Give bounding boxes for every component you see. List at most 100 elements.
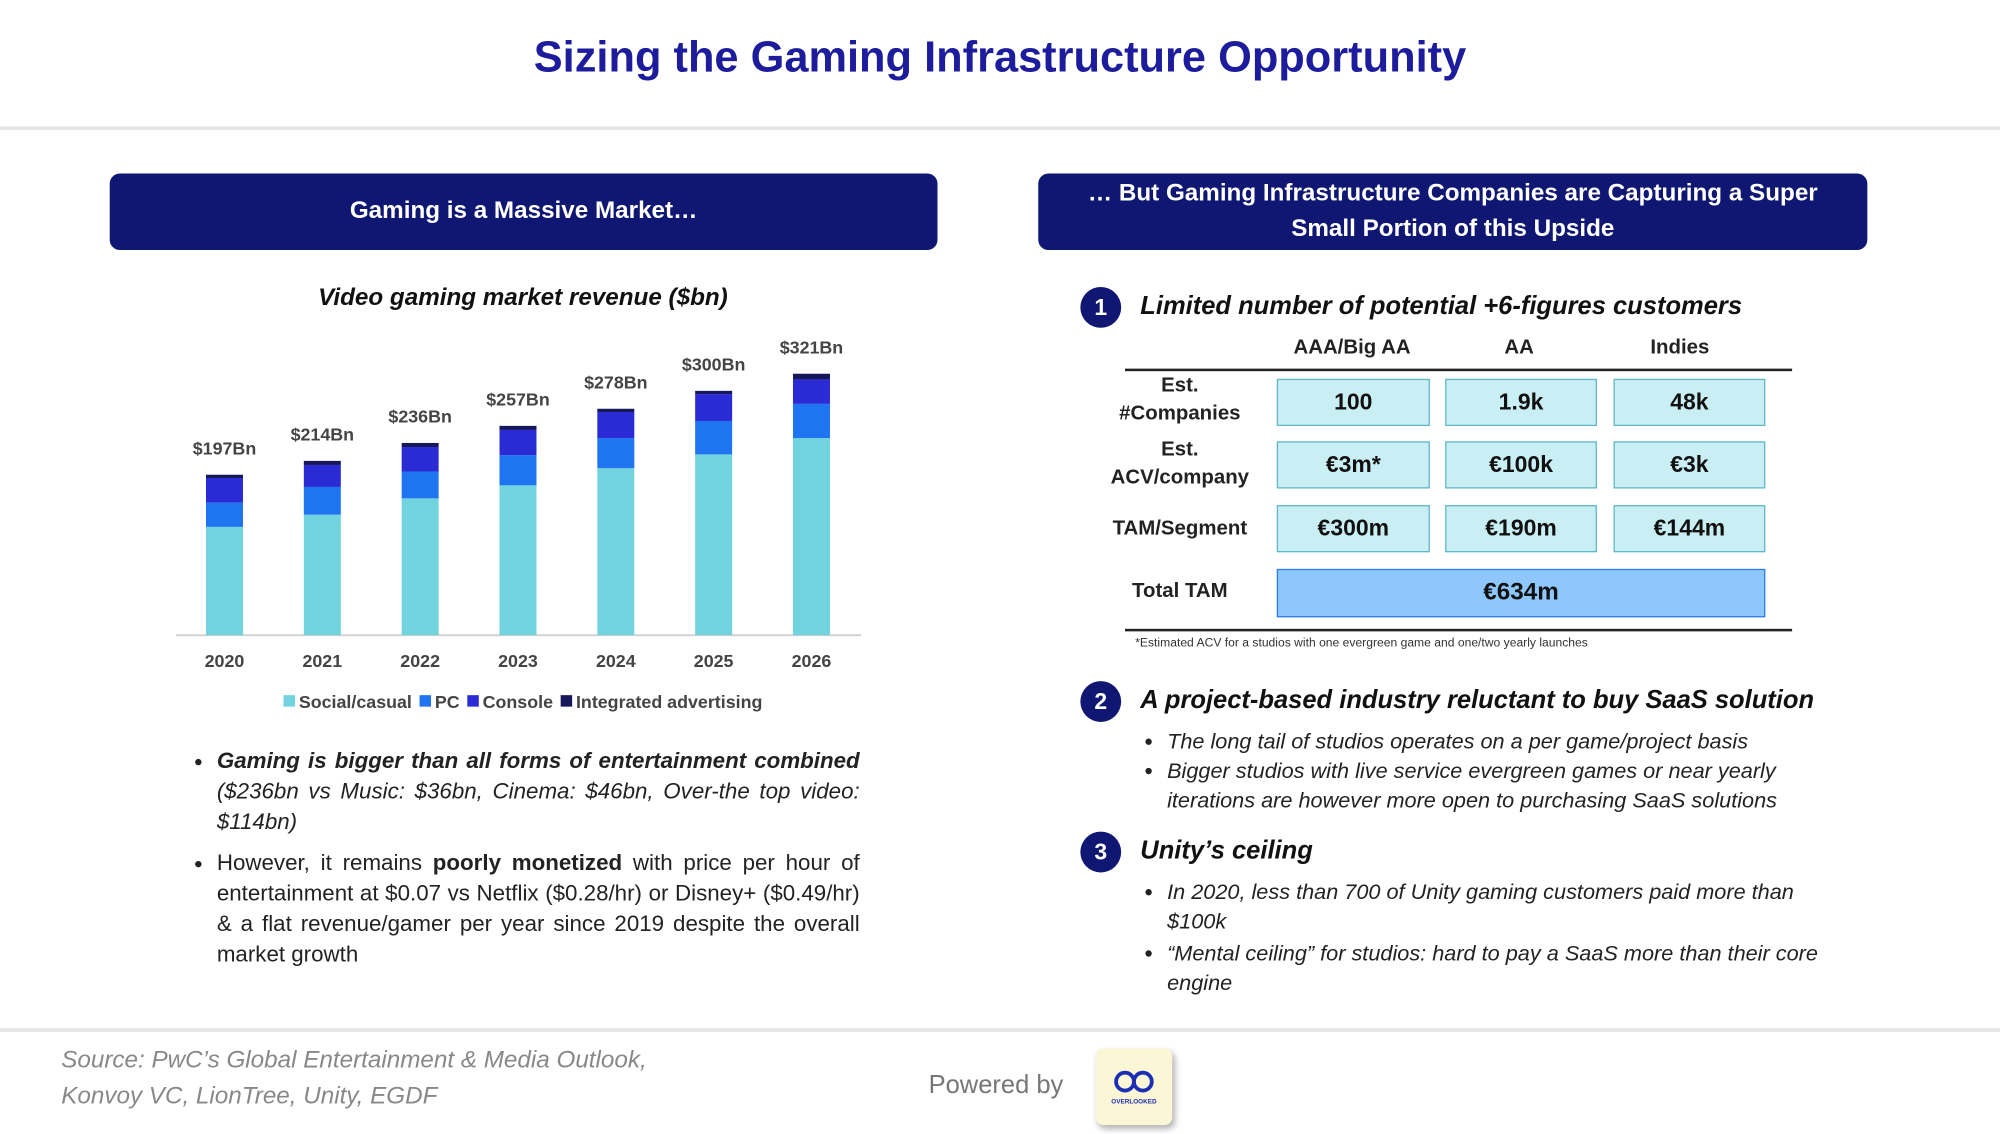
total-label: $197Bn <box>193 438 256 458</box>
section-number: 2 <box>1080 681 1122 722</box>
bar-segment <box>499 455 537 486</box>
legend-label: Social/casual <box>299 692 412 712</box>
column-header: AA <box>1504 336 1534 359</box>
logo-icon <box>1114 1070 1154 1093</box>
bar-segment <box>401 471 439 499</box>
bullet-text: ($236bn vs Music: $36bn, Cinema: $46bn, … <box>216 778 860 835</box>
bar-segment <box>205 474 243 478</box>
bar-segment <box>205 526 243 636</box>
section-title: Limited number of potential +6-figures c… <box>1140 292 1743 321</box>
bullet-text: with price per hour of entertainment at … <box>216 849 860 967</box>
section-title: A project-based industry reluctant to bu… <box>1140 686 1815 715</box>
section-items: In 2020, less than 700 of Unity gaming c… <box>1139 878 1841 998</box>
total-label: $257Bn <box>486 389 549 409</box>
legend-label: PC <box>435 692 460 712</box>
x-tick-label: 2022 <box>400 651 440 671</box>
chart: Video gaming market revenue ($bn) $197Bn… <box>176 284 861 712</box>
section-title: Unity’s ceiling <box>1140 836 1313 865</box>
bar-segment <box>499 429 537 456</box>
x-tick-label: 2025 <box>694 651 734 671</box>
table-cell: 1.9k <box>1445 378 1597 427</box>
bar-segment <box>695 390 733 395</box>
section-number: 1 <box>1080 286 1122 328</box>
bar-segment <box>597 438 635 469</box>
bar-segment <box>499 425 537 430</box>
bullet-bold: Gaming is bigger than all forms of enter… <box>216 747 860 773</box>
table-cell: €190m <box>1445 505 1597 553</box>
row-label: Est. #Companies <box>1119 374 1241 425</box>
table-rule <box>1124 368 1793 372</box>
bar-segment <box>401 498 439 636</box>
left-banner: Gaming is a Massive Market… <box>109 173 938 250</box>
footnote: *Estimated ACV for a studios with one ev… <box>1135 636 1588 651</box>
bar-segment <box>303 486 341 515</box>
divider <box>0 126 2000 131</box>
table-rule <box>1124 628 1793 632</box>
bullet-bold: poorly monetized <box>432 849 623 875</box>
legend-label: Integrated advertising <box>576 692 762 712</box>
total-label: $236Bn <box>388 407 451 427</box>
bar-segment <box>792 379 830 404</box>
bar-segment <box>695 394 733 421</box>
row-label: TAM/Segment <box>1112 517 1248 540</box>
bar-segment <box>792 438 830 636</box>
bar-segment <box>792 373 830 380</box>
total-label: $321Bn <box>780 337 843 357</box>
total-label: $300Bn <box>682 354 745 374</box>
legend-label: Console <box>483 692 553 712</box>
source: Source: PwC’s Global Entertainment & Med… <box>61 1047 647 1110</box>
bar-segment <box>401 442 439 448</box>
x-tick-label: 2024 <box>596 651 636 671</box>
section-items: The long tail of studios operates on a p… <box>1139 727 1841 815</box>
bar-segment <box>303 514 341 636</box>
item: In 2020, less than 700 of Unity gaming c… <box>1167 878 1840 937</box>
left-bullets: Gaming is bigger than all forms of enter… <box>186 745 860 980</box>
bar-segment <box>695 420 733 455</box>
x-tick-label: 2026 <box>792 651 832 671</box>
column-header: AAA/Big AA <box>1293 336 1411 359</box>
item: Bigger studios with live service evergre… <box>1167 756 1840 815</box>
total-label: $214Bn <box>291 424 354 444</box>
legend: Social/casual PC Console Integrated adverti… <box>283 692 762 712</box>
logo: OVERLOOKED <box>1095 1048 1173 1125</box>
table-cell: €100k <box>1445 441 1597 489</box>
table-cell: €3k <box>1613 441 1766 489</box>
x-tick-label: 2021 <box>302 651 342 671</box>
legend-swatch <box>283 695 296 707</box>
table-cell: €144m <box>1613 505 1766 553</box>
section-number: 3 <box>1080 831 1122 873</box>
bar-segment <box>401 447 439 472</box>
bar-segment <box>792 403 830 439</box>
column-header: Indies <box>1650 336 1710 359</box>
chart-title: Video gaming market revenue ($bn) <box>318 284 728 311</box>
table-cell: 100 <box>1276 378 1430 427</box>
table-cell: 48k <box>1613 378 1766 427</box>
x-tick-label: 2023 <box>498 651 538 671</box>
row-label: Total TAM <box>1132 580 1228 603</box>
total-label: $278Bn <box>584 372 647 392</box>
bar-segment <box>499 485 537 636</box>
bar-segment <box>695 454 733 636</box>
bar-segment <box>597 412 635 439</box>
bar-segment <box>303 464 341 487</box>
slide-title: Sizing the Gaming Infrastructure Opportu… <box>533 33 1467 82</box>
item: “Mental ceiling” for studios: hard to pa… <box>1167 939 1840 998</box>
legend-swatch <box>560 695 573 707</box>
table-cell: €3m* <box>1276 441 1430 489</box>
bullet-text: However, it remains <box>216 849 433 875</box>
bullet: Gaming is bigger than all forms of enter… <box>217 745 860 837</box>
bar-segment <box>205 477 243 503</box>
legend-swatch <box>467 695 479 707</box>
row-label: Est. ACV/company <box>1110 438 1250 489</box>
bar-segment <box>205 502 243 527</box>
table-cell: €300m <box>1276 505 1430 553</box>
logo-text: OVERLOOKED <box>1111 1098 1157 1106</box>
divider <box>0 1028 2000 1032</box>
item: The long tail of studios operates on a p… <box>1167 727 1840 756</box>
powered-by: Powered by <box>928 1071 1064 1100</box>
bar-segment <box>597 408 635 413</box>
bar-segment <box>303 460 341 465</box>
bar-segment <box>597 468 635 636</box>
